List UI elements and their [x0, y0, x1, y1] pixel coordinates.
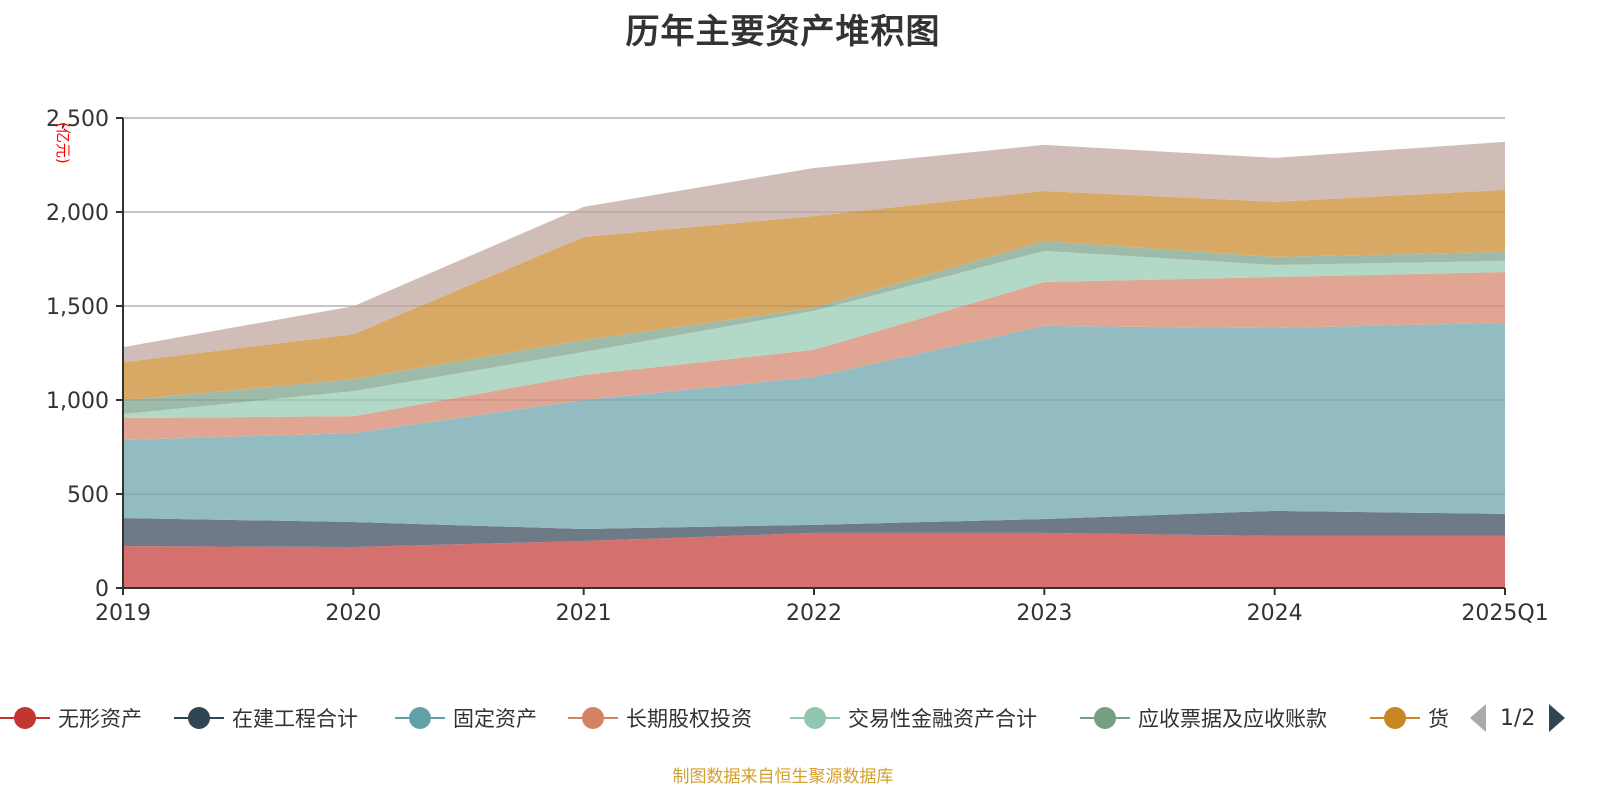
x-tick-label: 2021 — [556, 601, 612, 626]
y-tick-label: 0 — [95, 577, 109, 602]
x-tick-label: 2019 — [95, 601, 151, 626]
legend-dot-icon — [14, 707, 36, 729]
y-tick-label: 2,000 — [46, 201, 109, 226]
area-series-4[interactable] — [123, 271, 1505, 441]
legend-dot-icon — [188, 707, 210, 729]
x-tick-label: 2020 — [325, 601, 381, 626]
legend-prev-page-icon[interactable] — [1470, 704, 1486, 732]
legend-label: 交易性金融资产合计 — [848, 707, 1037, 731]
legend-item[interactable]: 货 — [1370, 700, 1449, 736]
x-tick-label: 2024 — [1247, 601, 1303, 626]
source-note: 制图数据来自恒生聚源数据库 — [672, 767, 894, 787]
legend-marker-icon — [790, 706, 840, 730]
legend-item[interactable]: 应收票据及应收账款 — [1080, 700, 1327, 736]
axes: 0 500 1,000 1,500 2,000 2,500 2019 2020 2021 2022… — [46, 107, 1549, 626]
legend-page-indicator: 1/2 — [1500, 705, 1536, 731]
legend-item[interactable]: 长期股权投资 — [568, 700, 752, 736]
area-series-1[interactable] — [123, 532, 1505, 588]
area-series — [123, 117, 1505, 588]
legend-label: 长期股权投资 — [626, 707, 752, 731]
legend-marker-icon — [568, 706, 618, 730]
area-series-8[interactable] — [123, 141, 1505, 363]
legend-label: 无形资产 — [58, 707, 142, 731]
legend-pager: 1/2 — [1470, 700, 1566, 736]
legend-marker-icon — [0, 706, 50, 730]
legend-item[interactable]: 在建工程合计 — [174, 700, 358, 736]
legend-label: 固定资产 — [453, 707, 537, 731]
legend-marker-icon — [1080, 706, 1130, 730]
legend: 无形资产 在建工程合计 固定资产 长期股权投资 交易性金融资产合计 应收票据及应收账款 货 — [0, 700, 1600, 736]
legend-dot-icon — [1094, 707, 1116, 729]
area-series-7[interactable] — [123, 189, 1505, 401]
legend-item[interactable]: 固定资产 — [395, 700, 537, 736]
area-series-6[interactable] — [123, 240, 1505, 415]
chart-title: 历年主要资产堆积图 — [625, 12, 941, 52]
x-tick-label: 2023 — [1016, 601, 1072, 626]
x-tick-label: 2025Q1 — [1461, 601, 1548, 626]
y-axis-unit-label: (亿元) — [54, 122, 72, 164]
legend-item[interactable]: 无形资产 — [0, 700, 142, 736]
area-series-5[interactable] — [123, 250, 1505, 419]
x-tick-label: 2022 — [786, 601, 842, 626]
legend-label: 应收票据及应收账款 — [1138, 707, 1327, 731]
legend-item[interactable]: 交易性金融资产合计 — [790, 700, 1037, 736]
legend-dot-icon — [409, 707, 431, 729]
legend-marker-icon — [1370, 706, 1420, 730]
legend-label: 货 — [1428, 707, 1449, 731]
legend-dot-icon — [804, 707, 826, 729]
y-tick-label: 500 — [67, 483, 109, 508]
legend-label: 在建工程合计 — [232, 707, 358, 731]
area-series-2[interactable] — [123, 510, 1505, 548]
legend-next-page-icon[interactable] — [1549, 704, 1566, 732]
legend-marker-icon — [395, 706, 445, 730]
y-tick-label: 2,500 — [46, 107, 109, 132]
legend-dot-icon — [1384, 707, 1406, 729]
legend-marker-icon — [174, 706, 224, 730]
stacked-area-chart: 0 500 1,000 1,500 2,000 2,500 2019 2020 2021 2022… — [46, 107, 1549, 626]
area-series-3[interactable] — [123, 322, 1505, 529]
y-tick-label: 1,500 — [46, 295, 109, 320]
legend-dot-icon — [582, 707, 604, 729]
y-tick-label: 1,000 — [46, 389, 109, 414]
